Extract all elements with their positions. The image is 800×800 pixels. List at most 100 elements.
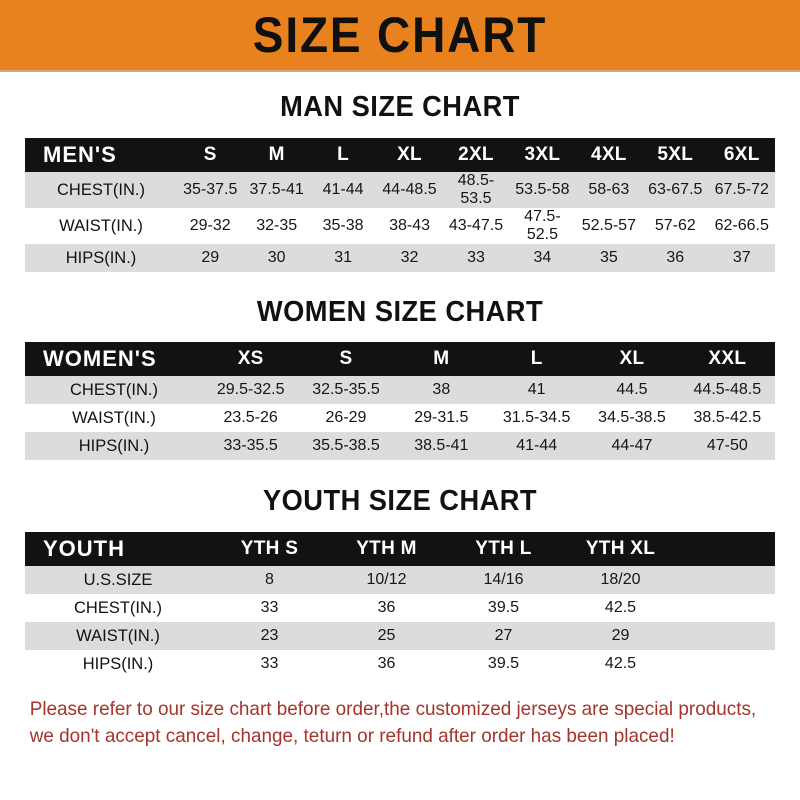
women-col-l: L bbox=[488, 342, 585, 376]
man-hips-l: 31 bbox=[309, 244, 377, 272]
youth-hips-m: 36 bbox=[328, 650, 445, 678]
man-hips-4xl: 35 bbox=[575, 244, 643, 272]
youth-col-xl: YTH XL bbox=[562, 532, 679, 566]
women-hips-xxl: 47-50 bbox=[679, 432, 775, 460]
women-col-xl: XL bbox=[584, 342, 680, 376]
women-table-wrapper: WOMEN'S XS S M L XL XXL CHEST(IN.) 29.5-… bbox=[25, 342, 775, 460]
youth-table-body: U.S.SIZE 8 10/12 14/16 18/20 CHEST(IN.) … bbox=[25, 566, 775, 678]
women-hips-xs: 33-35.5 bbox=[203, 432, 299, 460]
youth-table-wrapper: YOUTH YTH S YTH M YTH L YTH XL U.S.SIZE … bbox=[25, 532, 775, 678]
man-col-xl: XL bbox=[376, 138, 443, 172]
youth-hips-l: 39.5 bbox=[445, 650, 562, 678]
footer-disclaimer: Please refer to our size chart before or… bbox=[20, 696, 757, 750]
man-col-l: L bbox=[309, 138, 377, 172]
youth-chest-l: 39.5 bbox=[445, 594, 562, 622]
women-waist-xl: 34.5-38.5 bbox=[584, 404, 680, 432]
youth-waist-filler bbox=[679, 622, 775, 650]
youth-table-head: YOUTH YTH S YTH M YTH L YTH XL bbox=[25, 532, 775, 566]
women-col-xs: XS bbox=[203, 342, 299, 376]
youth-row-label-hips: HIPS(IN.) bbox=[25, 650, 211, 678]
man-waist-xl: 38-43 bbox=[376, 208, 443, 244]
man-chest-s: 35-37.5 bbox=[177, 172, 244, 208]
youth-hips-xl: 42.5 bbox=[562, 650, 679, 678]
man-waist-l: 35-38 bbox=[309, 208, 377, 244]
table-row: HIPS(IN.) 33 36 39.5 42.5 bbox=[25, 650, 775, 678]
women-chest-s: 32.5-35.5 bbox=[298, 376, 394, 404]
table-row: WAIST(IN.) 23.5-26 26-29 29-31.5 31.5-34… bbox=[25, 404, 775, 432]
man-row-label-hips: HIPS(IN.) bbox=[25, 244, 177, 272]
footer-line-1: Please refer to our size chart before or… bbox=[29, 698, 757, 720]
youth-section-heading: YOUTH SIZE CHART bbox=[262, 485, 538, 517]
youth-waist-s: 23 bbox=[211, 622, 328, 650]
man-waist-3xl: 47.5-52.5 bbox=[509, 208, 576, 244]
man-table-body: CHEST(IN.) 35-37.5 37.5-41 41-44 44-48.5… bbox=[25, 172, 775, 272]
table-row: CHEST(IN.) 35-37.5 37.5-41 41-44 44-48.5… bbox=[25, 172, 775, 208]
youth-row-label-ussize: U.S.SIZE bbox=[25, 566, 211, 594]
women-waist-l: 31.5-34.5 bbox=[488, 404, 585, 432]
man-corner-label: MEN'S bbox=[25, 138, 177, 172]
man-chest-2xl: 48.5-53.5 bbox=[442, 172, 510, 208]
table-row: CHEST(IN.) 29.5-32.5 32.5-35.5 38 41 44.… bbox=[25, 376, 775, 404]
table-row: WAIST(IN.) 29-32 32-35 35-38 38-43 43-47… bbox=[25, 208, 775, 244]
man-waist-5xl: 57-62 bbox=[642, 208, 709, 244]
women-hips-m: 38.5-41 bbox=[393, 432, 489, 460]
man-col-s: S bbox=[177, 138, 244, 172]
women-hips-l: 41-44 bbox=[488, 432, 585, 460]
youth-col-m: YTH M bbox=[328, 532, 445, 566]
women-waist-xxl: 38.5-42.5 bbox=[679, 404, 775, 432]
women-section-heading: WOMEN SIZE CHART bbox=[256, 296, 544, 328]
youth-chest-xl: 42.5 bbox=[562, 594, 679, 622]
man-hips-3xl: 34 bbox=[509, 244, 576, 272]
table-row: HIPS(IN.) 29 30 31 32 33 34 35 36 37 bbox=[25, 244, 775, 272]
man-waist-6xl: 62-66.5 bbox=[708, 208, 775, 244]
man-chest-3xl: 53.5-58 bbox=[509, 172, 576, 208]
man-hips-s: 29 bbox=[177, 244, 244, 272]
man-waist-2xl: 43-47.5 bbox=[442, 208, 510, 244]
table-row: HIPS(IN.) 33-35.5 35.5-38.5 38.5-41 41-4… bbox=[25, 432, 775, 460]
women-waist-m: 29-31.5 bbox=[393, 404, 489, 432]
women-hips-s: 35.5-38.5 bbox=[298, 432, 394, 460]
women-corner-label: WOMEN'S bbox=[25, 342, 203, 376]
women-hips-xl: 44-47 bbox=[584, 432, 680, 460]
women-header-row: WOMEN'S XS S M L XL XXL bbox=[25, 342, 775, 376]
youth-col-l: YTH L bbox=[445, 532, 562, 566]
man-col-3xl: 3XL bbox=[509, 138, 576, 172]
man-chest-6xl: 67.5-72 bbox=[708, 172, 775, 208]
man-col-6xl: 6XL bbox=[708, 138, 775, 172]
women-row-label-chest: CHEST(IN.) bbox=[25, 376, 203, 404]
youth-ussize-s: 8 bbox=[211, 566, 328, 594]
women-table-head: WOMEN'S XS S M L XL XXL bbox=[25, 342, 775, 376]
women-col-xxl: XXL bbox=[679, 342, 775, 376]
youth-corner-label: YOUTH bbox=[25, 532, 211, 566]
youth-chest-m: 36 bbox=[328, 594, 445, 622]
youth-col-s: YTH S bbox=[211, 532, 328, 566]
youth-chest-s: 33 bbox=[211, 594, 328, 622]
women-row-label-hips: HIPS(IN.) bbox=[25, 432, 203, 460]
youth-ussize-filler bbox=[679, 566, 775, 594]
man-chest-l: 41-44 bbox=[309, 172, 377, 208]
man-waist-m: 32-35 bbox=[243, 208, 310, 244]
man-hips-5xl: 36 bbox=[642, 244, 709, 272]
man-hips-6xl: 37 bbox=[708, 244, 775, 272]
man-row-label-chest: CHEST(IN.) bbox=[25, 172, 177, 208]
youth-hips-s: 33 bbox=[211, 650, 328, 678]
youth-ussize-xl: 18/20 bbox=[562, 566, 679, 594]
youth-hips-filler bbox=[679, 650, 775, 678]
page-title: SIZE CHART bbox=[252, 7, 548, 63]
man-size-table: MEN'S S M L XL 2XL 3XL 4XL 5XL 6XL CHEST… bbox=[25, 138, 775, 272]
table-row: U.S.SIZE 8 10/12 14/16 18/20 bbox=[25, 566, 775, 594]
table-row: CHEST(IN.) 33 36 39.5 42.5 bbox=[25, 594, 775, 622]
women-col-s: S bbox=[298, 342, 394, 376]
youth-waist-l: 27 bbox=[445, 622, 562, 650]
youth-row-label-waist: WAIST(IN.) bbox=[25, 622, 211, 650]
women-chest-m: 38 bbox=[393, 376, 489, 404]
man-chest-xl: 44-48.5 bbox=[376, 172, 443, 208]
man-waist-4xl: 52.5-57 bbox=[575, 208, 643, 244]
youth-waist-m: 25 bbox=[328, 622, 445, 650]
youth-chest-filler bbox=[679, 594, 775, 622]
women-size-table: WOMEN'S XS S M L XL XXL CHEST(IN.) 29.5-… bbox=[25, 342, 775, 460]
man-col-m: M bbox=[243, 138, 310, 172]
man-col-4xl: 4XL bbox=[575, 138, 643, 172]
man-hips-2xl: 33 bbox=[442, 244, 510, 272]
